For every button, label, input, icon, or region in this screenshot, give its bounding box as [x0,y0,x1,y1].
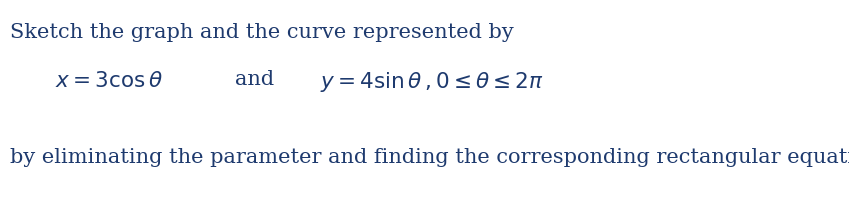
Text: $y = 4\sin\theta\,,0 \leq \theta \leq 2\pi$: $y = 4\sin\theta\,,0 \leq \theta \leq 2\… [320,70,544,94]
Text: by eliminating the parameter and finding the corresponding rectangular equation.: by eliminating the parameter and finding… [10,147,849,166]
Text: $x = 3\cos\theta$: $x = 3\cos\theta$ [55,70,163,92]
Text: Sketch the graph and the curve represented by: Sketch the graph and the curve represent… [10,23,514,42]
Text: and: and [235,70,274,88]
